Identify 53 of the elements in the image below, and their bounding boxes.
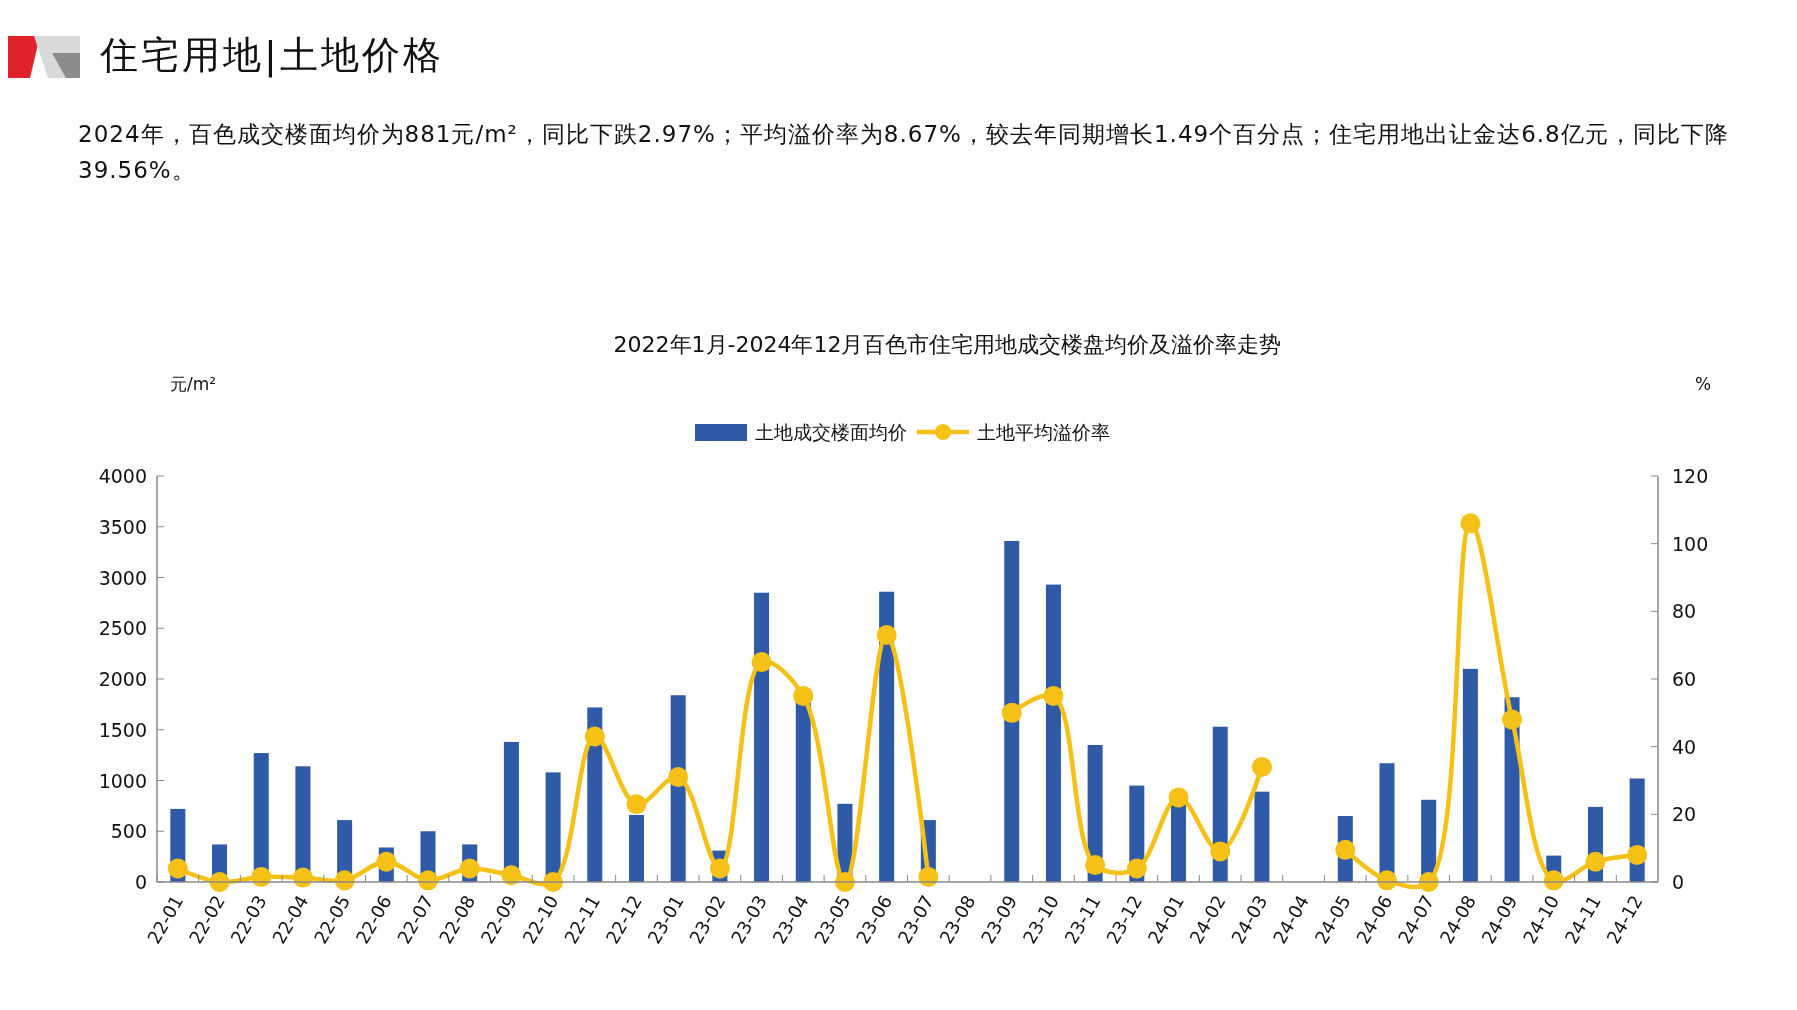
point bbox=[1085, 855, 1106, 876]
point bbox=[626, 794, 647, 815]
y-tick-label: 2500 bbox=[98, 617, 147, 640]
y-axis-title: 元/m² bbox=[170, 374, 217, 394]
bar bbox=[754, 592, 770, 882]
bar bbox=[1254, 791, 1270, 882]
point bbox=[584, 726, 605, 747]
y2-tick-label: 0 bbox=[1672, 871, 1685, 893]
text: 2024年，百色成交楼面均价为881元/m²，同比下跌2.97%；平均溢价率为8.67%，较去年同期增长1.49个百分点；住宅用地出让金达6.8亿元，同比下降39.56%。 bbox=[78, 120, 1730, 185]
y-tick-label: 500 bbox=[110, 820, 147, 843]
point bbox=[1335, 839, 1356, 860]
bar bbox=[628, 815, 644, 882]
y-tick-label: 1500 bbox=[98, 718, 147, 741]
y2-tick-label: 120 bbox=[1672, 465, 1709, 487]
point bbox=[459, 858, 480, 879]
legend-label: 土地平均溢价率 bbox=[977, 421, 1110, 443]
point bbox=[1043, 685, 1064, 706]
y-tick-label: 3500 bbox=[98, 515, 147, 538]
point bbox=[1627, 844, 1648, 865]
point bbox=[1460, 513, 1481, 534]
point bbox=[1001, 702, 1022, 723]
bar bbox=[670, 695, 686, 882]
chart-title: 2022年1月-2024年12月百色市住宅用地成交楼盘均价及溢价率走势 bbox=[613, 332, 1282, 357]
y2-tick-label: 100 bbox=[1672, 532, 1709, 555]
bar bbox=[1004, 540, 1020, 882]
y2-tick-label: 20 bbox=[1672, 803, 1697, 826]
point bbox=[1168, 787, 1189, 808]
point bbox=[709, 858, 730, 879]
point bbox=[876, 625, 897, 646]
point bbox=[1126, 858, 1147, 879]
point bbox=[1502, 709, 1523, 730]
point bbox=[793, 685, 814, 706]
y2-axis-title: % bbox=[1694, 374, 1712, 394]
y-tick-label: 2000 bbox=[98, 668, 147, 690]
y2-tick-label: 60 bbox=[1672, 668, 1697, 690]
point bbox=[167, 858, 188, 879]
point bbox=[751, 652, 772, 673]
y2-tick-label: 40 bbox=[1672, 735, 1697, 758]
bar bbox=[1045, 584, 1061, 882]
text: 住宅用地|土地价格 bbox=[99, 33, 444, 78]
bar bbox=[879, 591, 895, 882]
y2-tick-label: 80 bbox=[1672, 600, 1697, 623]
legend-label: 土地成交楼面均价 bbox=[755, 421, 907, 443]
y-tick-label: 4000 bbox=[98, 465, 147, 487]
y-tick-label: 0 bbox=[134, 871, 147, 893]
point bbox=[1251, 756, 1272, 777]
point bbox=[1585, 851, 1606, 872]
bar bbox=[1462, 668, 1478, 882]
point bbox=[376, 851, 397, 872]
point bbox=[668, 767, 689, 788]
point bbox=[1210, 841, 1231, 862]
y-tick-label: 1000 bbox=[98, 769, 147, 792]
y-tick-label: 3000 bbox=[98, 566, 147, 589]
